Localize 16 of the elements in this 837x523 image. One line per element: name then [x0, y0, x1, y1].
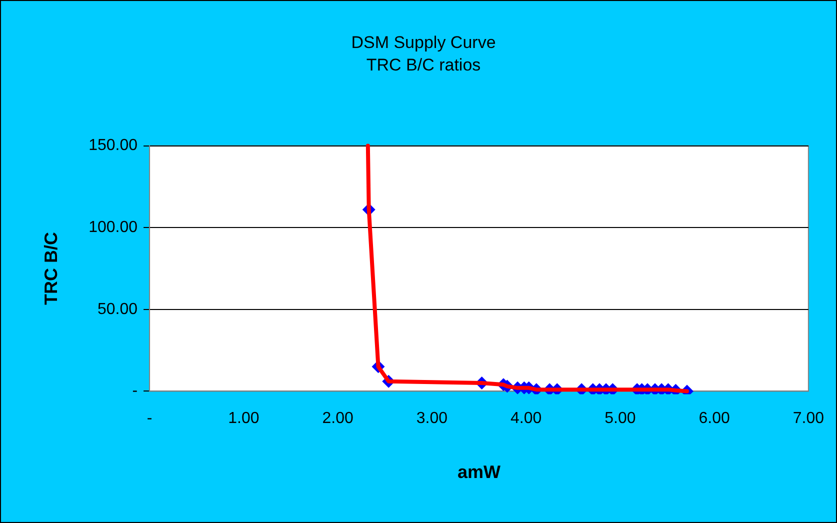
x-tick-label: 4.00	[510, 410, 542, 428]
x-tick-label: 1.00	[228, 410, 260, 428]
x-tick-label: 2.00	[322, 410, 354, 428]
y-tick-label: 150.00	[88, 137, 138, 154]
y-tick-label: 50.00	[97, 300, 138, 318]
x-tick-label: 6.00	[698, 410, 730, 428]
x-tick-label: 7.00	[792, 410, 824, 428]
x-tick-label: 3.00	[416, 410, 448, 428]
x-axis-title: amW	[457, 462, 500, 482]
x-tick-label: 5.00	[604, 410, 636, 428]
y-axis-title: TRC B/C	[40, 232, 61, 305]
y-tick-label: 100.00	[88, 219, 138, 236]
x-tick-label: -	[146, 410, 152, 428]
chart-title: DSM Supply Curve	[351, 32, 496, 52]
y-tick-label: -	[132, 382, 138, 400]
chart-subtitle: TRC B/C ratios	[366, 55, 481, 74]
